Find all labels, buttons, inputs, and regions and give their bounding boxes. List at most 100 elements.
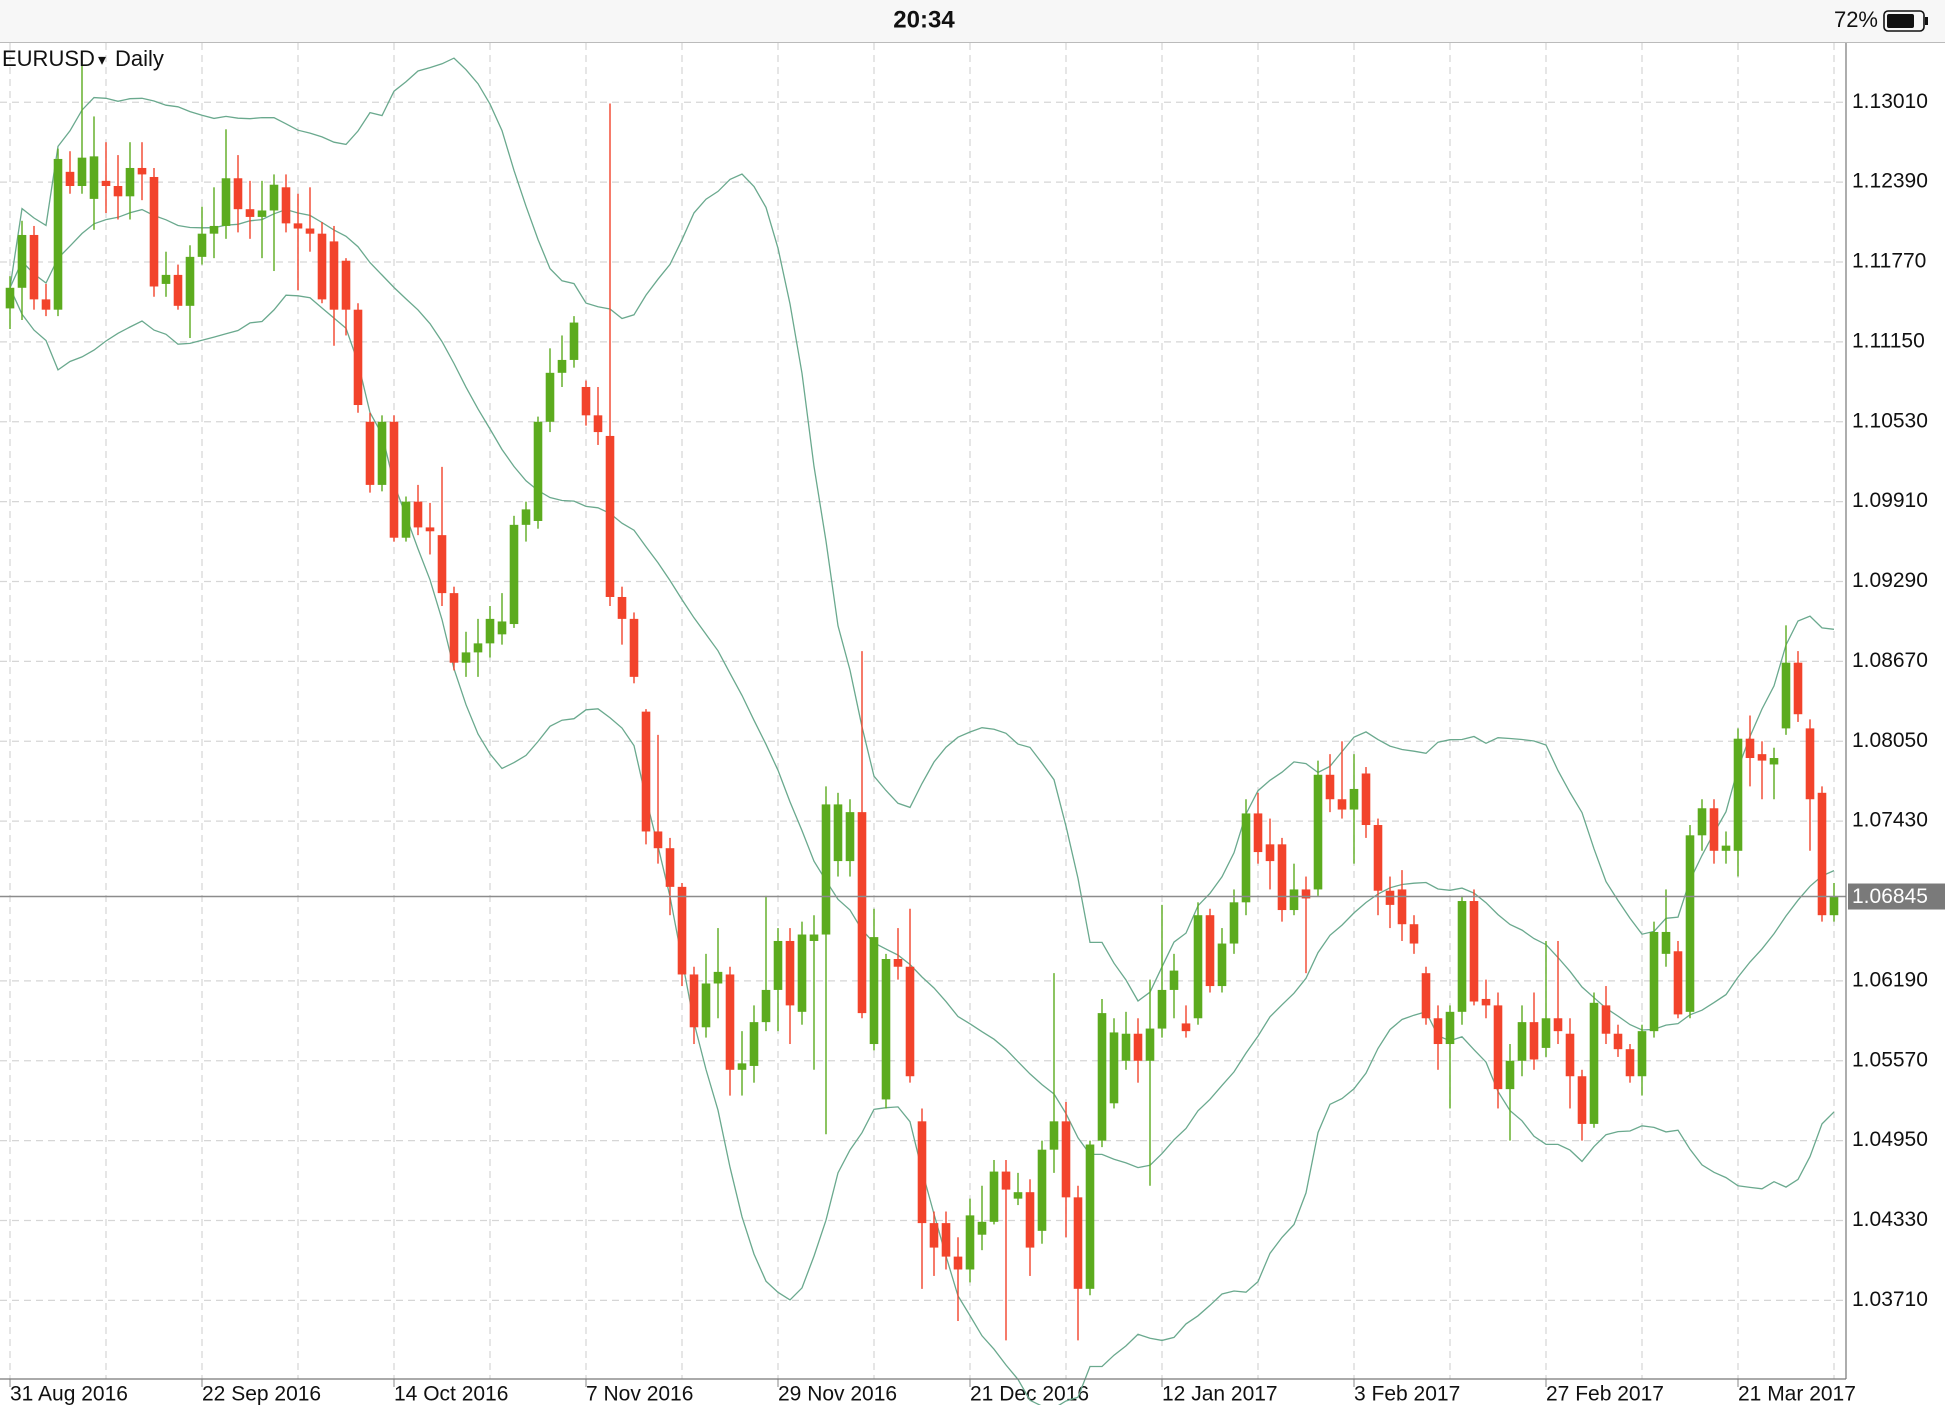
candle-body	[1421, 973, 1431, 1019]
candle-body	[353, 309, 363, 406]
candle-body	[161, 274, 171, 284]
candle-body	[341, 260, 351, 310]
candle-body	[1433, 1018, 1443, 1045]
candle-body	[473, 643, 483, 653]
candle-body	[1085, 1144, 1095, 1289]
candle-body	[1589, 1002, 1599, 1124]
candle-body	[1781, 662, 1791, 729]
candle-body	[1457, 901, 1467, 1012]
candle-body	[269, 184, 279, 211]
x-tick-label: 7 Nov 2016	[586, 1383, 693, 1405]
candle-body	[713, 971, 723, 984]
candle-body	[665, 848, 675, 887]
candle-body	[1025, 1192, 1035, 1248]
candle-body	[1181, 1023, 1191, 1032]
y-tick-label: 1.12390	[1852, 170, 1928, 193]
candle-body	[29, 234, 39, 300]
candle-body	[1793, 662, 1803, 715]
candle-body	[197, 233, 207, 257]
candle-body	[1445, 1011, 1455, 1045]
candle-body	[1169, 970, 1179, 990]
candle-body	[1289, 889, 1299, 911]
candle-body	[41, 299, 51, 310]
candle-body	[833, 804, 843, 862]
candle-body	[521, 509, 531, 525]
candle-body	[1397, 889, 1407, 925]
candle-body	[329, 241, 339, 310]
candle-body	[89, 156, 99, 199]
symbol[interactable]: EURUSD	[2, 46, 95, 71]
candle-body	[53, 158, 63, 310]
candle-body	[1409, 924, 1419, 944]
candle-body	[1601, 1005, 1611, 1034]
candle-body	[641, 711, 651, 832]
candle-body	[1145, 1028, 1155, 1061]
candle-body	[869, 937, 879, 1045]
y-tick-label: 1.06190	[1852, 968, 1928, 991]
candle-body	[509, 524, 519, 625]
candle-body	[881, 959, 891, 1100]
candle-body	[497, 621, 507, 635]
candle-body	[257, 210, 267, 217]
candle-body	[761, 989, 771, 1023]
x-tick-label: 14 Oct 2016	[394, 1383, 508, 1405]
y-tick-label: 1.09910	[1852, 489, 1928, 512]
candle-body	[905, 966, 915, 1077]
candle-body	[1565, 1033, 1575, 1077]
candle-body	[1481, 998, 1491, 1006]
candle-body	[545, 372, 555, 422]
candle-body	[1577, 1076, 1587, 1124]
candle-body	[1697, 808, 1707, 836]
candle-body	[173, 274, 183, 306]
candle-body	[1049, 1121, 1059, 1150]
candle-body	[593, 415, 603, 433]
candle-body	[953, 1256, 963, 1270]
candle-body	[653, 831, 663, 849]
candle-body	[1469, 901, 1479, 1002]
y-tick-label: 1.04950	[1852, 1128, 1928, 1151]
candle-body	[1625, 1049, 1635, 1077]
candle-body	[1361, 773, 1371, 826]
y-tick-label: 1.08670	[1852, 649, 1928, 672]
y-tick-label: 1.11770	[1852, 250, 1926, 273]
symbol-dropdown-arrow[interactable]: ▾	[98, 52, 106, 69]
candle-body	[1745, 738, 1755, 759]
battery-icon	[1883, 10, 1928, 32]
candle-body	[5, 287, 15, 309]
candle-body	[965, 1215, 975, 1270]
y-tick-label: 1.07430	[1852, 809, 1928, 832]
y-tick-label: 1.08050	[1852, 729, 1928, 752]
candle-body	[1517, 1022, 1527, 1061]
candle-body	[1673, 951, 1683, 1015]
candle-body	[1097, 1013, 1107, 1141]
candle-body	[1073, 1197, 1083, 1289]
candle-body	[989, 1171, 999, 1222]
candle-body	[1769, 758, 1779, 765]
candle-body	[929, 1223, 939, 1248]
timeframe[interactable]: Daily	[115, 46, 164, 71]
candle-body	[461, 652, 471, 663]
candle-body	[317, 233, 327, 300]
candle-body	[1817, 792, 1827, 916]
candle-body	[377, 421, 387, 485]
y-tick-label: 1.13010	[1852, 90, 1928, 113]
candle-body	[1733, 738, 1743, 851]
candle-body	[785, 940, 795, 1006]
candle-body	[293, 223, 303, 229]
y-tick-label: 1.05570	[1852, 1048, 1928, 1071]
candle-body	[425, 527, 435, 532]
candle-body	[137, 167, 147, 175]
candle-body	[689, 974, 699, 1028]
candle-body	[1217, 943, 1227, 987]
candle-body	[1301, 889, 1311, 899]
candle-body	[725, 974, 735, 1070]
battery-fill	[1887, 14, 1914, 28]
candle-body	[401, 501, 411, 538]
candle-body	[1373, 825, 1383, 891]
candle-body	[1001, 1171, 1011, 1190]
candle-body	[1133, 1033, 1143, 1061]
candle-body	[617, 596, 627, 619]
candle-body	[1661, 931, 1671, 954]
candle-body	[209, 225, 219, 234]
